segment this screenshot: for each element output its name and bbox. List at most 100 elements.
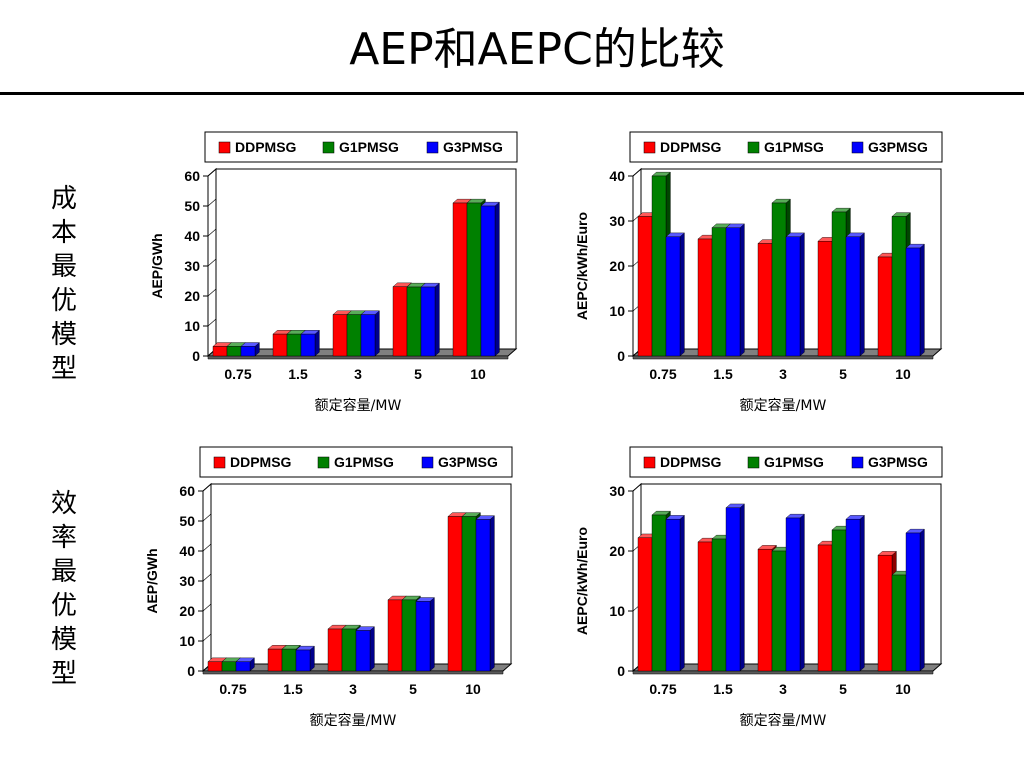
bar-front	[388, 600, 402, 671]
bar-front	[227, 346, 241, 356]
y-tick-label: 0	[187, 663, 195, 679]
y-tick-label: 0	[617, 663, 625, 679]
bar-front	[786, 237, 800, 356]
legend-label-g1pmsg: G1PMSG	[764, 139, 824, 155]
y-axis-label: AEPC/kWh/Euro	[574, 212, 590, 320]
legend-label-ddpmsg: DDPMSG	[660, 454, 722, 470]
bar-front	[726, 228, 740, 356]
bar-g3pmsg-3	[786, 514, 804, 671]
bar-front	[421, 287, 435, 356]
bar-front	[818, 545, 832, 671]
bar-front	[236, 662, 250, 671]
y-tick-label: 40	[609, 168, 625, 184]
x-axis-label: 额定容量/MW	[310, 712, 397, 729]
chart-aep-efficiency-optimal: DDPMSG G1PMSG G3PMSG 0 10 20 30 40 50 60 AEP/GWh 0.…	[135, 443, 525, 733]
bar-g3pmsg-5	[846, 515, 864, 671]
bar-g3pmsg-0.75	[236, 658, 254, 671]
x-tick-label: 5	[414, 366, 422, 382]
x-axis-label: 额定容量/MW	[315, 397, 402, 414]
bar-side	[680, 515, 684, 671]
bar-g3pmsg-3	[786, 233, 804, 356]
x-axis-label: 额定容量/MW	[740, 712, 827, 729]
bar-front	[273, 334, 287, 356]
y-tick-label: 60	[184, 168, 200, 184]
bar-side	[435, 283, 439, 356]
bar-front	[448, 517, 462, 672]
bar-side	[370, 627, 374, 671]
bar-front	[818, 241, 832, 356]
x-tick-label: 0.75	[219, 681, 246, 697]
y-tick-label: 30	[179, 573, 195, 589]
y-axis-label: AEPC/kWh/Euro	[574, 527, 590, 635]
row-label-cost-optimal: 成本最优模型	[44, 182, 84, 386]
bar-side	[375, 311, 379, 356]
bar-front	[892, 217, 906, 357]
chart-aepc-efficiency-optimal: DDPMSG G1PMSG G3PMSG0102030AEPC/kWh/Euro0.…	[565, 443, 955, 733]
bar-side	[495, 202, 499, 356]
bar-g3pmsg-1.5	[301, 330, 319, 356]
bar-front	[906, 248, 920, 356]
bar-g3pmsg-10	[906, 244, 924, 356]
bar-g3pmsg-1.5	[726, 224, 744, 356]
y-tick-label: 60	[179, 483, 195, 499]
legend-swatch-ddpmsg	[214, 457, 225, 468]
y-tick-label: 50	[179, 513, 195, 529]
bar-g3pmsg-5	[416, 598, 434, 671]
bar-g3pmsg-5	[846, 233, 864, 356]
y-tick-label: 0	[617, 348, 625, 364]
y-tick-label: 30	[609, 213, 625, 229]
bar-front	[222, 662, 236, 671]
legend-label-g1pmsg: G1PMSG	[334, 454, 394, 470]
bar-side	[430, 598, 434, 671]
x-tick-label: 10	[895, 366, 911, 382]
legend-swatch-g1pmsg	[323, 142, 334, 153]
y-tick-label: 10	[179, 633, 195, 649]
bar-g3pmsg-3	[356, 627, 374, 671]
y-tick-label: 10	[184, 318, 200, 334]
chart-floor-edge	[633, 356, 933, 359]
bar-g3pmsg-1.5	[296, 646, 314, 671]
bar-front	[638, 217, 652, 357]
legend-swatch-ddpmsg	[644, 457, 655, 468]
bar-side	[310, 646, 314, 671]
x-tick-label: 3	[779, 366, 787, 382]
chart-floor-edge	[203, 671, 503, 674]
bar-g3pmsg-1.5	[726, 504, 744, 671]
x-tick-label: 0.75	[224, 366, 251, 382]
bar-side	[740, 224, 744, 356]
bar-front	[347, 315, 361, 356]
bar-front	[393, 287, 407, 356]
bar-g3pmsg-10	[906, 529, 924, 671]
bar-front	[268, 649, 282, 671]
chart-floor-edge	[208, 356, 508, 359]
slide-title: AEP和AEPC的比较	[0, 22, 1024, 78]
bar-side	[680, 233, 684, 356]
bar-front	[878, 257, 892, 356]
legend-swatch-g3pmsg	[852, 457, 863, 468]
bar-front	[462, 517, 476, 672]
legend-swatch-g3pmsg	[852, 142, 863, 153]
x-tick-label: 5	[839, 366, 847, 382]
bar-g3pmsg-0.75	[666, 233, 684, 356]
y-tick-label: 20	[609, 543, 625, 559]
bar-front	[402, 600, 416, 671]
y-axis-label: AEP/GWh	[144, 548, 160, 613]
bar-front	[698, 542, 712, 671]
bar-g3pmsg-5	[421, 283, 439, 356]
bar-side	[315, 330, 319, 356]
bar-front	[906, 533, 920, 671]
bar-front	[832, 530, 846, 671]
legend-label-ddpmsg: DDPMSG	[660, 139, 722, 155]
x-tick-label: 1.5	[288, 366, 308, 382]
bar-front	[416, 601, 430, 671]
chart-floor-edge	[633, 671, 933, 674]
bar-front	[786, 518, 800, 671]
bar-front	[481, 206, 495, 356]
bar-g3pmsg-3	[361, 311, 379, 356]
bar-front	[296, 650, 310, 671]
bar-side	[800, 233, 804, 356]
legend-swatch-g3pmsg	[427, 142, 438, 153]
bar-side	[740, 504, 744, 671]
bar-g3pmsg-10	[481, 202, 499, 356]
bar-front	[213, 346, 227, 356]
